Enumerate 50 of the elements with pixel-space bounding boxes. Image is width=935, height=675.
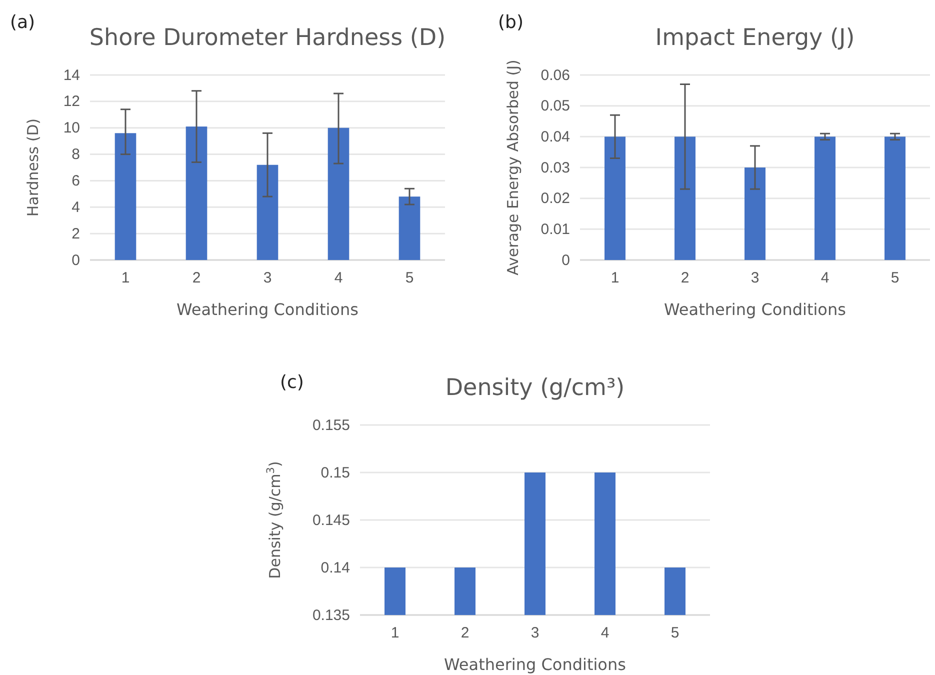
x-tick-label: 1: [121, 270, 130, 287]
y-tick-label: 0.03: [540, 159, 570, 176]
y-tick-label: 4: [72, 198, 80, 216]
chart-title: Shore Durometer Hardness (D): [89, 25, 446, 51]
y-tick-label: 2: [72, 225, 80, 242]
x-tick-label: 5: [890, 270, 900, 287]
x-tick-label: 5: [670, 624, 680, 642]
y-tick-label: 10: [63, 120, 80, 137]
bar: [114, 133, 136, 260]
y-tick-label: 6: [72, 172, 80, 190]
y-tick-label: 0: [72, 252, 80, 269]
x-tick-label: 3: [263, 270, 272, 287]
bar: [256, 164, 278, 260]
y-tick-label: 0.155: [312, 416, 350, 434]
x-axis-title: Weathering Conditions: [176, 300, 358, 319]
x-tick-label: 2: [192, 270, 201, 287]
text: (c): [280, 372, 304, 393]
x-tick-label: 2: [460, 624, 470, 642]
text: (b): [498, 12, 524, 33]
bar: [398, 196, 420, 260]
x-tick-label: 4: [600, 624, 610, 642]
chart-title: Density (g/cm³): [445, 375, 625, 401]
text: (a): [10, 12, 36, 33]
y-tick-label: 0.06: [540, 66, 570, 84]
x-tick-label: 4: [820, 270, 830, 287]
y-tick-label: 0.135: [312, 606, 350, 624]
y-tick-label: 0.02: [540, 190, 570, 208]
y-tick-label: 8: [72, 146, 80, 164]
x-tick-label: 1: [610, 270, 620, 287]
x-tick-label: 1: [390, 624, 400, 642]
y-tick-label: 0.145: [312, 512, 350, 529]
x-axis-title: Weathering Conditions: [444, 655, 626, 674]
x-tick-label: 5: [405, 270, 414, 287]
x-tick-label: 3: [530, 624, 540, 642]
bar: [186, 126, 208, 260]
x-tick-label: 2: [680, 270, 690, 287]
y-axis-title: Average Energy Absorbed (J): [504, 60, 522, 276]
y-tick-label: 0.05: [540, 98, 570, 115]
y-tick-label: 0: [562, 252, 570, 269]
y-tick-label: 0.15: [320, 464, 350, 482]
y-tick-label: 14: [63, 66, 80, 84]
x-tick-label: 3: [750, 270, 760, 287]
chart-title: Impact Energy (J): [655, 25, 855, 51]
x-axis-title: Weathering Conditions: [664, 300, 846, 319]
y-tick-label: 0.14: [320, 559, 350, 576]
y-axis-title: Hardness (D): [24, 118, 42, 217]
bar: [328, 128, 350, 260]
y-tick-label: 0.04: [540, 128, 570, 146]
y-tick-label: 12: [63, 93, 80, 110]
y-tick-label: 0.01: [540, 220, 570, 238]
